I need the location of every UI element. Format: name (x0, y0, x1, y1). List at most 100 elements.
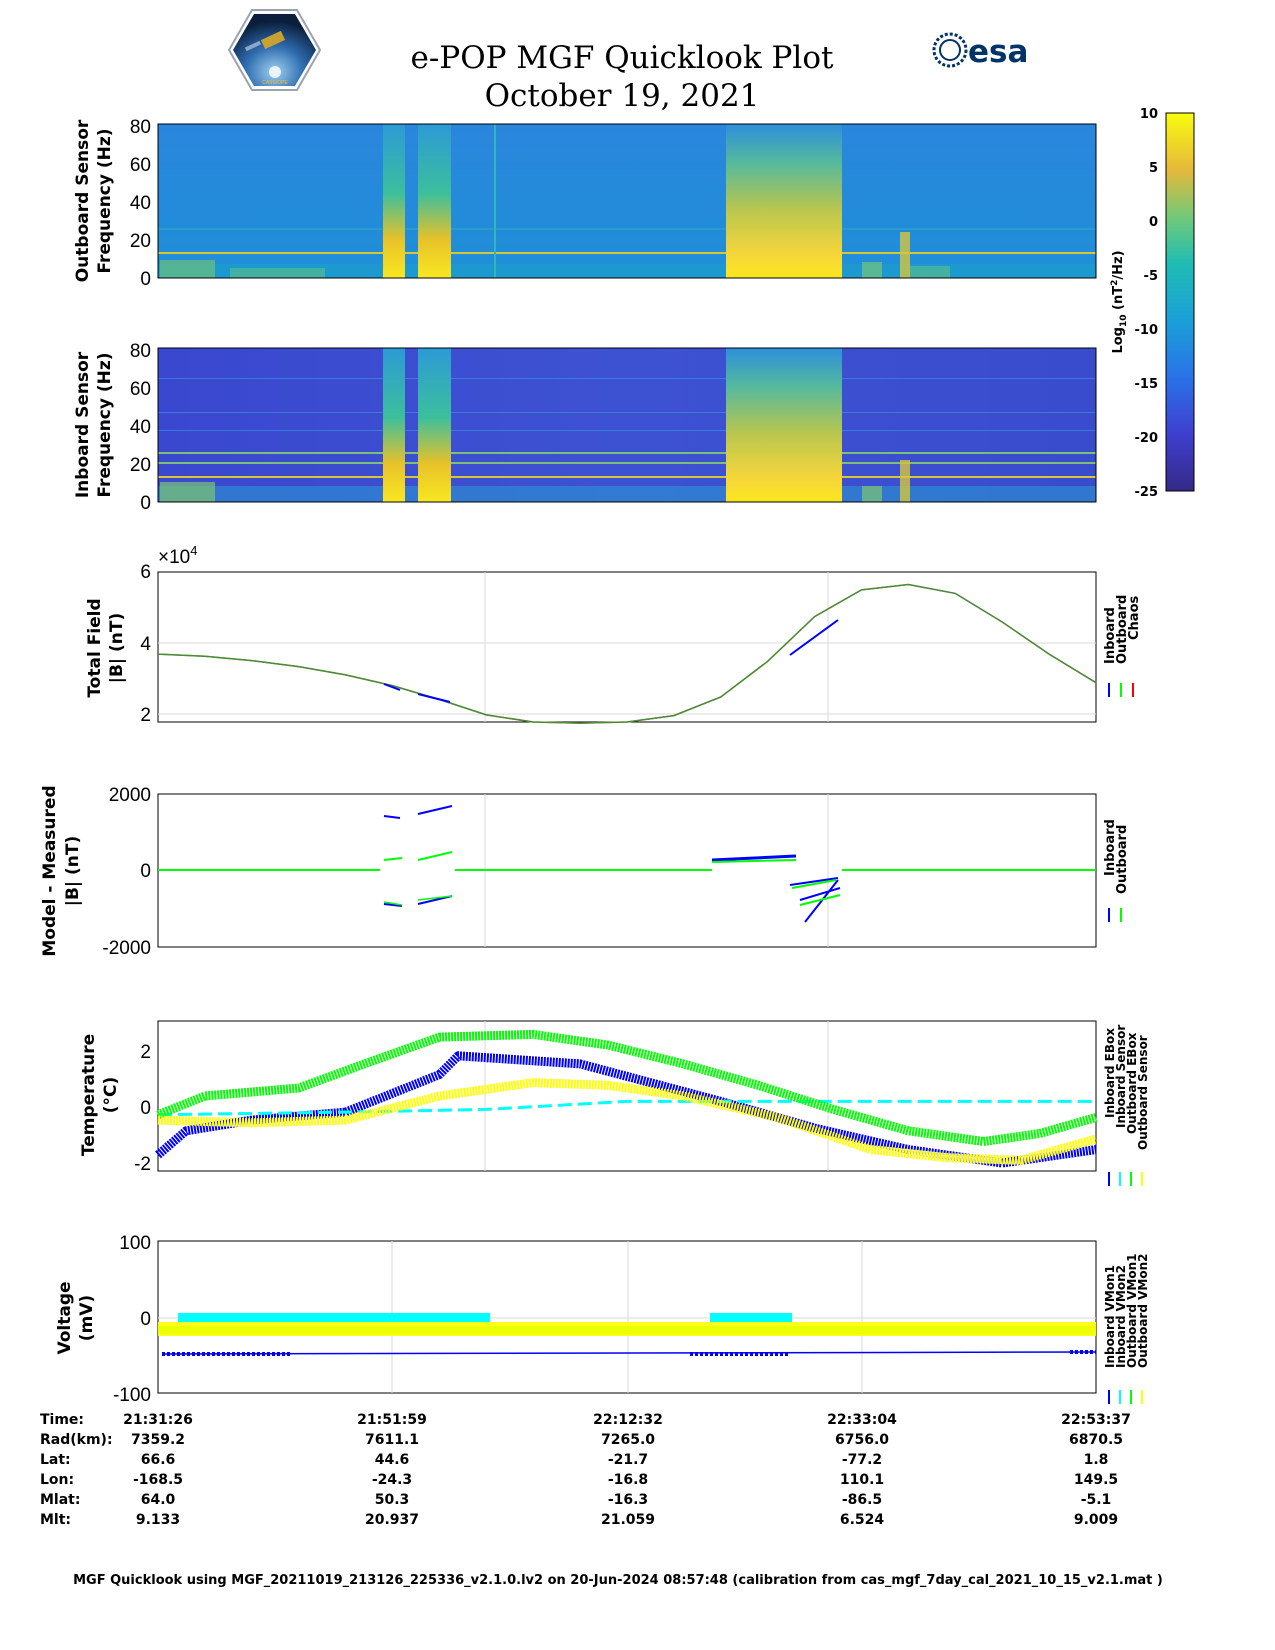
temp-ylabel-2: (°C) (101, 1077, 121, 1114)
inboard-ytick-80: 80 (130, 341, 151, 362)
mm-legend: Inboard Outboard (1103, 819, 1130, 922)
mm-ylabel-2: |B| (nT) (63, 836, 83, 907)
svg-text:6870.5: 6870.5 (1069, 1432, 1123, 1448)
ephemeris-column-5: 22:53:37 6870.5 1.8 149.5 -5.1 9.009 (1061, 1412, 1131, 1528)
voltage-ytick-m100: -100 (113, 1385, 151, 1406)
svg-text:66.6: 66.6 (141, 1452, 176, 1468)
total-field-ylabel-2: |B| (nT) (107, 613, 127, 684)
voltage-outboard-vmon2 (158, 1322, 1096, 1336)
mm-outboard-upper (383, 851, 453, 861)
mm-legend-inboard: Inboard (1103, 819, 1118, 876)
inboard-ytick-20: 20 (130, 455, 151, 476)
svg-text:22:53:37: 22:53:37 (1061, 1412, 1131, 1428)
inboard-ylabel-2: Frequency (Hz) (95, 352, 115, 497)
outboard-ytick-20: 20 (130, 231, 151, 252)
total-field-ytick-4: 4 (140, 634, 151, 655)
mm-inboard-upper (383, 805, 453, 819)
total-field-inboard-scatter-2 (789, 619, 839, 656)
outboard-spectrogram: 80 60 40 20 0 Outboard Sensor Frequency … (73, 117, 1097, 290)
voltage-legend-outboard-vmon1: Outboard VMon1 (1125, 1254, 1139, 1368)
inboard-spectral-line-12hz (158, 476, 1096, 478)
svg-text:22:33:04: 22:33:04 (827, 1412, 897, 1428)
temp-series-outboard-ebox (156, 1029, 1098, 1146)
ephemeris-row-labels: Time: Rad(km): Lat: Lon: Mlat: Mlt: (40, 1412, 113, 1528)
footer-caption: MGF Quicklook using MGF_20211019_213126_… (73, 1573, 1163, 1588)
svg-text:9.133: 9.133 (136, 1512, 180, 1528)
svg-text:149.5: 149.5 (1074, 1472, 1118, 1488)
model-measured-panel: 2000 0 -2000 Model - Measured |B| (nT) I… (40, 785, 1130, 959)
colorbar-tick-m15: -15 (1135, 377, 1159, 392)
ephemeris-column-2: 21:51:59 7611.1 44.6 -24.3 50.3 20.937 (357, 1412, 427, 1528)
legend-inboard: Inboard (1103, 607, 1118, 664)
total-field-panel: 6 4 2 ×104 Total Field |B| (nT) Inboard … (85, 543, 1142, 726)
colorbar-tick-m5: -5 (1144, 269, 1158, 284)
voltage-legend: Inboard VMon1 Inboard VMon2 Outboard VMo… (1103, 1254, 1150, 1404)
colorbar-tick-10: 10 (1140, 107, 1158, 122)
esa-logo-text: esa (968, 34, 1028, 70)
svg-text:21:31:26: 21:31:26 (123, 1412, 193, 1428)
label-lat: Lat: (40, 1452, 71, 1468)
svg-text:1.8: 1.8 (1084, 1452, 1109, 1468)
outboard-burst-1 (383, 124, 405, 278)
outboard-ytick-0: 0 (140, 269, 151, 290)
svg-text:9.009: 9.009 (1074, 1512, 1118, 1528)
svg-text:7359.2: 7359.2 (131, 1432, 185, 1448)
mm-outboard-lower (383, 895, 453, 906)
label-rad: Rad(km): (40, 1432, 113, 1448)
mm-ylabel-1: Model - Measured (40, 785, 60, 956)
total-field-ylabel-1: Total Field (85, 598, 105, 697)
temperature-panel: 2 0 -2 Temperature (°C) Inboard EBox Inb… (79, 1020, 1150, 1186)
ephemeris-column-1: 21:31:26 7359.2 66.6 -168.5 64.0 9.133 (123, 1412, 193, 1528)
inboard-ytick-0: 0 (140, 493, 151, 514)
outboard-ytick-60: 60 (130, 155, 151, 176)
cassiope-logo-text: CASSIOPE (262, 80, 288, 86)
mm-legend-outboard: Outboard (1115, 825, 1130, 894)
svg-text:-86.5: -86.5 (842, 1492, 882, 1508)
label-lon: Lon: (40, 1472, 74, 1488)
mm-outboard-burst (711, 859, 797, 863)
voltage-legend-inboard-vmon2: Inboard VMon2 (1114, 1265, 1128, 1368)
voltage-inboard-vmon2-band-2 (710, 1313, 792, 1323)
temp-legend-outboard-sensor: Outboard Sensor (1136, 1035, 1150, 1150)
colorbar: 10 5 0 -5 -10 -15 -20 -25 Log10 (nT2/Hz) (1110, 107, 1195, 500)
svg-text:-16.8: -16.8 (608, 1472, 648, 1488)
inboard-ytick-40: 40 (130, 417, 151, 438)
label-mlat: Mlat: (40, 1492, 80, 1508)
ephemeris-column-3: 22:12:32 7265.0 -21.7 -16.8 -16.3 21.059 (593, 1412, 663, 1528)
temp-ylabel-1: Temperature (79, 1034, 99, 1156)
voltage-panel: 100 0 -100 Voltage (mV) Inboard VMon1 In… (55, 1233, 1150, 1406)
mm-ytick-0: 0 (140, 861, 151, 882)
temp-series-outboard-sensor (157, 1078, 1098, 1165)
voltage-ylabel-1: Voltage (55, 1281, 75, 1354)
total-field-ytick-2: 2 (140, 705, 151, 726)
label-time: Time: (40, 1412, 84, 1428)
svg-text:7265.0: 7265.0 (601, 1432, 655, 1448)
inboard-burst-2 (418, 348, 451, 502)
outboard-spectral-line-12hz (158, 252, 1096, 254)
total-field-exponent: ×104 (158, 543, 197, 568)
inboard-ylabel-1: Inboard Sensor (73, 351, 93, 498)
temp-ytick-m2: -2 (134, 1154, 151, 1175)
svg-text:44.6: 44.6 (375, 1452, 410, 1468)
legend-chaos: Chaos (1127, 596, 1142, 640)
svg-text:21:51:59: 21:51:59 (357, 1412, 427, 1428)
temp-series-inboard-sensor (157, 1099, 1096, 1117)
svg-text:-77.2: -77.2 (842, 1452, 882, 1468)
svg-text:-5.1: -5.1 (1081, 1492, 1112, 1508)
inboard-ytick-60: 60 (130, 379, 151, 400)
svg-text:22:12:32: 22:12:32 (593, 1412, 663, 1428)
colorbar-tick-5: 5 (1149, 161, 1158, 176)
svg-text:20.937: 20.937 (365, 1512, 419, 1528)
svg-text:6.524: 6.524 (840, 1512, 885, 1528)
colorbar-tick-m10: -10 (1135, 323, 1159, 338)
cassiope-logo: CASSIOPE (227, 9, 322, 91)
svg-text:7611.1: 7611.1 (365, 1432, 419, 1448)
outboard-ylabel-1: Outboard Sensor (73, 119, 93, 282)
outboard-ytick-40: 40 (130, 193, 151, 214)
temp-legend-inboard-ebox: Inboard EBox (1103, 1028, 1117, 1118)
temp-ytick-2: 2 (140, 1042, 151, 1063)
title-line-2: October 19, 2021 (485, 78, 760, 114)
mm-inboard-burst (711, 854, 797, 862)
outboard-burst-3 (726, 124, 842, 278)
